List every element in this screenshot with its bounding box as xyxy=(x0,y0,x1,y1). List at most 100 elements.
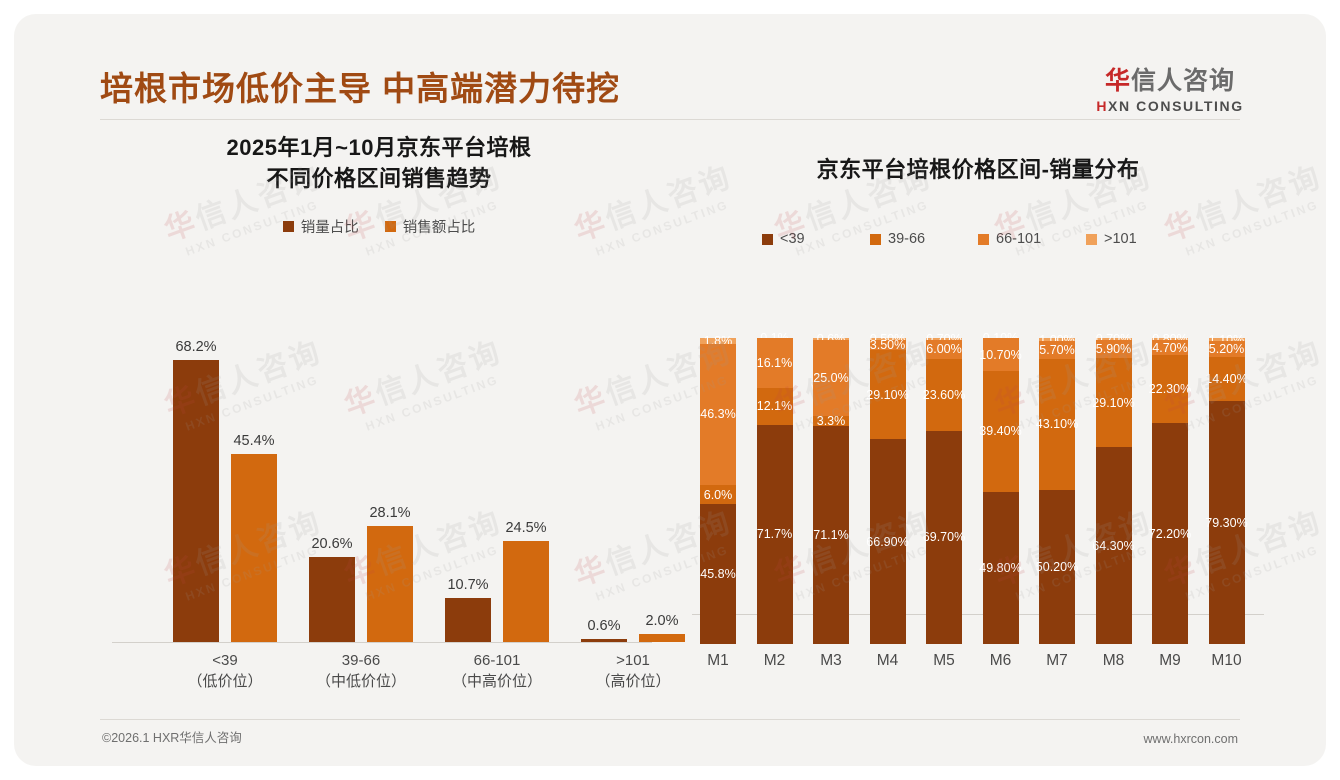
legend-swatch-icon xyxy=(282,221,294,233)
stacked-bar-column: 0.6%25.0%3.3%71.1%M3 xyxy=(805,332,857,669)
stacked-bar[interactable]: 1.00% 5.70% 43.10% 50.20% xyxy=(1036,333,1078,644)
x-axis-tick-primary: 39-66 xyxy=(341,652,381,669)
stacked-bar-column: 0.80% 4.70% 22.30% 72.20% M9 xyxy=(1144,332,1196,669)
stacked-bar-segment[interactable]: 5.90% xyxy=(1095,340,1132,359)
legend-item-left-0[interactable]: 销量占比 xyxy=(282,216,359,237)
x-axis-tick-secondary: （中高价位） xyxy=(451,673,543,691)
x-axis-tick-secondary: （低价位） xyxy=(187,673,263,691)
bar-group-bars: 0.6% 2.0% xyxy=(572,344,694,642)
segment-value-label: 29.10% xyxy=(866,387,909,402)
bar[interactable]: 10.7% xyxy=(445,577,491,642)
stacked-bar-column: 1.8% 46.3% 6.0% 45.8% M1 xyxy=(692,334,744,669)
x-axis-tick-label: M9 xyxy=(1159,652,1181,669)
stacked-bar[interactable]: 1.8% 46.3% 6.0% 45.8% xyxy=(700,334,736,644)
segment-value-label: 16.1% xyxy=(756,355,793,370)
stacked-bar-segment[interactable]: 79.30% xyxy=(1205,401,1248,644)
stacked-bar-segment[interactable]: 3.50% xyxy=(869,338,906,352)
chart-left-axis-line xyxy=(112,642,652,643)
stacked-bar[interactable]: 0.10%10.70%39.40%49.80% xyxy=(979,331,1022,644)
stacked-bar[interactable]: 0.70% 5.90% 29.10% 64.30% xyxy=(1092,332,1135,644)
stacked-bar-segment[interactable]: 16.1% xyxy=(756,338,793,388)
segment-value-label: 4.70% xyxy=(1152,340,1188,355)
brand-logo: 华信人咨询 HXN CONSULTING xyxy=(1090,68,1250,114)
stacked-bar-segment[interactable]: 29.10% xyxy=(1092,358,1135,448)
stacked-bar[interactable]: 1.10% 5.20% 14.40% 79.30% xyxy=(1205,333,1248,644)
stacked-bar-segment[interactable]: 64.30% xyxy=(1092,447,1135,644)
bar[interactable]: 2.0% xyxy=(639,613,685,642)
x-axis-tick-primary: 66-101 xyxy=(473,652,521,669)
stacked-bar[interactable]: 0.80% 4.70% 22.30% 72.20% xyxy=(1148,332,1192,644)
bar-group-bars: 10.7% 24.5% xyxy=(436,344,558,642)
x-axis-tick-label: M8 xyxy=(1102,652,1125,669)
segment-value-label: 69.70% xyxy=(922,530,966,545)
bar[interactable]: 45.4% xyxy=(231,433,277,642)
stacked-bar-segment[interactable]: 3.3% xyxy=(813,414,849,428)
legend-label: <39 xyxy=(780,231,805,248)
bar[interactable]: 0.6% xyxy=(581,618,627,642)
stacked-bar-segment[interactable]: 5.20% xyxy=(1208,341,1245,358)
segment-value-label: 29.10% xyxy=(1092,395,1135,410)
x-axis-tick-label: <39 （低价位） xyxy=(187,650,262,693)
segment-value-label: 5.70% xyxy=(1039,342,1075,357)
segment-value-label: 5.90% xyxy=(1095,342,1132,357)
legend-label: 39-66 xyxy=(888,231,926,248)
stacked-bar-segment[interactable]: 5.70% xyxy=(1039,341,1075,359)
stacked-bar-segment[interactable]: 22.30% xyxy=(1148,354,1192,424)
stacked-bar-segment[interactable]: 25.0% xyxy=(813,339,849,417)
legend-item-right-1[interactable]: 39-66 xyxy=(870,231,978,247)
slide-header: 培根市场低价主导 中高端潜力待挖 华信人咨询 HXN CONSULTING xyxy=(14,14,1326,120)
legend-item-left-1[interactable]: 销售额占比 xyxy=(384,216,475,237)
x-axis-tick-label: M5 xyxy=(933,652,955,669)
stacked-bar-segment[interactable]: 4.70% xyxy=(1152,340,1188,355)
segment-value-label: 6.0% xyxy=(703,487,733,502)
stacked-bar-segment[interactable]: 69.70% xyxy=(922,430,966,644)
bar-value-label: 0.6% xyxy=(587,618,621,634)
page-title: 培根市场低价主导 中高端潜力待挖 xyxy=(100,70,621,107)
x-axis-tick-secondary: （高价位） xyxy=(595,673,671,691)
x-axis-tick-label: M1 xyxy=(707,652,729,669)
stacked-bar-segment[interactable]: 23.60% xyxy=(923,358,965,431)
stacked-bar-segment[interactable]: 49.80% xyxy=(979,491,1022,644)
bar[interactable]: 24.5% xyxy=(503,520,549,642)
brand-logo-cn-rest: 信人咨询 xyxy=(1131,67,1236,95)
stacked-bar[interactable]: 0.1%16.1%12.1%71.7% xyxy=(756,331,793,644)
stacked-bar-segment[interactable]: 50.20% xyxy=(1036,490,1078,644)
stacked-bar-column: 0.50%3.50%29.10%66.90%M4 xyxy=(862,332,914,669)
legend-item-right-2[interactable]: 66-101 xyxy=(978,231,1086,247)
legend-swatch-icon xyxy=(870,233,881,245)
stacked-bar-segment[interactable]: 43.10% xyxy=(1036,358,1078,491)
stacked-bar-segment[interactable]: 46.3% xyxy=(700,343,736,486)
stacked-bar-segment[interactable]: 6.0% xyxy=(700,485,736,504)
segment-value-label: 22.30% xyxy=(1148,381,1192,396)
stacked-bar[interactable]: 0.70% 6.00% 23.60% 69.70% xyxy=(922,332,966,644)
x-axis-tick-label: M7 xyxy=(1046,652,1068,669)
stacked-bar-segment[interactable]: 72.20% xyxy=(1149,423,1191,644)
stacked-bar-segment[interactable]: 71.1% xyxy=(813,426,849,644)
bar[interactable]: 68.2% xyxy=(173,339,219,642)
bar-group: 20.6% 28.1% 39-66 （中低价位） xyxy=(300,344,422,690)
bar[interactable]: 20.6% xyxy=(309,536,355,642)
bar-value-label: 24.5% xyxy=(505,519,547,536)
stacked-bar-segment[interactable]: 71.7% xyxy=(756,424,793,644)
stacked-bar-segment[interactable]: 39.40% xyxy=(979,371,1022,492)
x-axis-tick-primary: >101 xyxy=(616,652,650,669)
bar[interactable]: 28.1% xyxy=(367,505,413,642)
segment-value-label: 45.8% xyxy=(700,566,736,581)
chart-right-legend: <39 39-66 66-101 >101 xyxy=(686,231,1270,247)
stacked-bar-segment[interactable]: 12.1% xyxy=(756,387,793,425)
stacked-bar-segment[interactable]: 66.90% xyxy=(866,439,909,644)
segment-value-label: 66.90% xyxy=(866,534,909,549)
stacked-bar-segment[interactable]: 45.8% xyxy=(700,503,736,644)
legend-item-right-3[interactable]: >101 xyxy=(1086,231,1194,247)
stacked-bar-segment[interactable]: 14.40% xyxy=(1205,357,1248,402)
stacked-bar-segment[interactable]: 6.00% xyxy=(926,340,962,359)
segment-value-label: 64.30% xyxy=(1092,538,1135,553)
legend-item-right-0[interactable]: <39 xyxy=(762,231,870,247)
stacked-bar[interactable]: 0.50%3.50%29.10%66.90% xyxy=(866,332,909,644)
stacked-bar[interactable]: 0.6%25.0%3.3%71.1% xyxy=(813,332,849,644)
stacked-bar-segment[interactable]: 29.10% xyxy=(866,350,909,440)
chart-right-plot: 1.8%46.3%6.0%45.8%M10.1%16.1%12.1%71.7%M… xyxy=(686,260,1270,692)
chart-left-title-line1: 2025年1月~10月京东平台培根 xyxy=(226,135,532,160)
bar-value-label: 28.1% xyxy=(369,504,411,521)
stacked-bar-segment[interactable]: 10.70% xyxy=(979,338,1022,372)
